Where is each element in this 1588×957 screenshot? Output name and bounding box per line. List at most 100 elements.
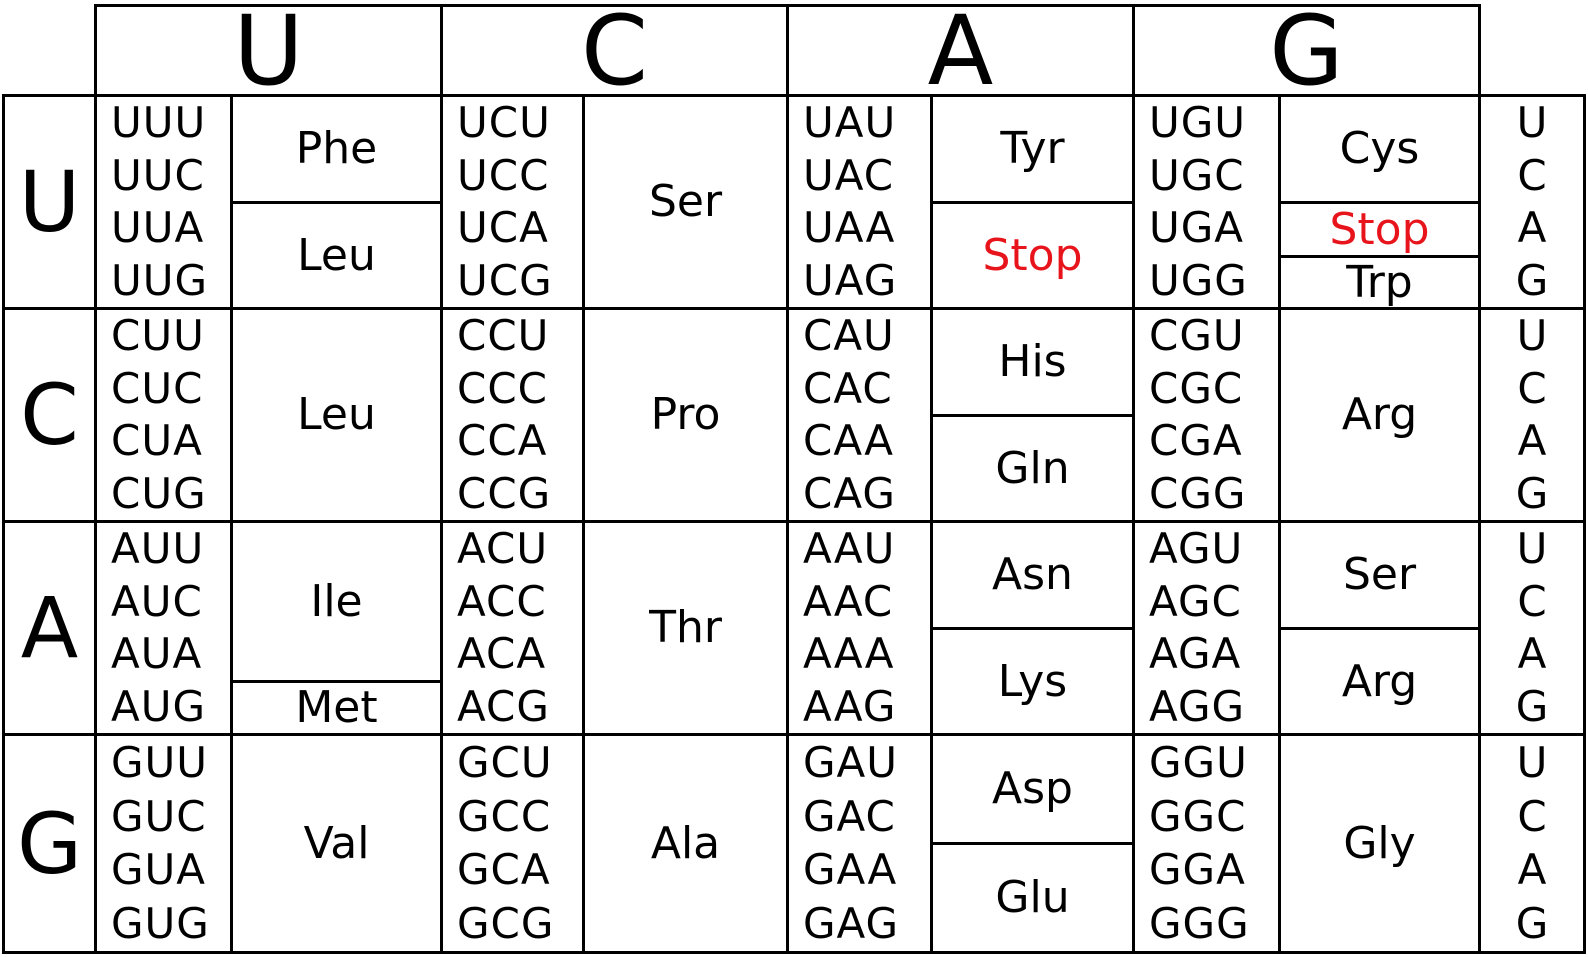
codon: AAU [803, 524, 896, 574]
codon: AGG [1149, 681, 1246, 731]
codon-group-AG: AGU AGC AGA AGG [1132, 520, 1281, 736]
amino-cell-AC: Thr [582, 520, 789, 736]
codon: CCC [457, 363, 548, 413]
codon: AGU [1149, 524, 1244, 574]
amino-acid-stop: Stop [1329, 203, 1430, 255]
third-base-letter: G [1515, 899, 1549, 949]
amino-acid-val: Val [303, 817, 370, 869]
divider-line [1281, 255, 1478, 258]
codon: UGG [1149, 255, 1248, 305]
codon: GUA [111, 845, 207, 895]
codon: UAA [803, 203, 896, 253]
codon: CUU [111, 311, 205, 361]
codon: UCU [457, 98, 551, 148]
codon: GUC [111, 791, 207, 841]
codon-group-UU: UUU UUC UUA UUG [94, 94, 233, 310]
amino-acid-ser: Ser [648, 176, 723, 227]
codon: GCU [457, 737, 553, 787]
third-base-letter: A [1517, 629, 1547, 679]
amino-acid-gly: Gly [1343, 817, 1416, 869]
codon: GAU [803, 737, 899, 787]
codon: UAC [803, 150, 895, 200]
header-cell-C: C [440, 0, 789, 107]
codon: GUU [111, 737, 209, 787]
divider-line [1281, 627, 1478, 630]
amino-cell-UC: Ser [582, 94, 789, 310]
codon: ACG [457, 681, 550, 731]
codon: UUU [111, 98, 207, 148]
divider-line [933, 414, 1132, 417]
codon: AGA [1149, 629, 1242, 679]
amino-acid-trp: Trp [1346, 256, 1413, 308]
amino-cell-GU: Val [230, 733, 443, 954]
codon: AUC [111, 576, 203, 626]
first-base-letter: U [18, 153, 81, 251]
codon: UGA [1149, 203, 1245, 253]
first-base-A: A [2, 520, 97, 736]
codon: CUC [111, 363, 204, 413]
codon: UGU [1149, 98, 1247, 148]
codon: UAU [803, 98, 897, 148]
amino-acid-phe: Phe [295, 123, 378, 174]
header-letter: C [580, 0, 649, 107]
codon: GAG [803, 899, 900, 949]
codon-group-AC: ACU ACC ACA ACG [440, 520, 585, 736]
codon: ACU [457, 524, 549, 574]
amino-cell-GC: Ala [582, 733, 789, 954]
third-base-letter: U [1516, 98, 1548, 148]
third-base-letter: A [1517, 203, 1547, 253]
third-base-letter: C [1517, 576, 1547, 626]
header-letter: G [1269, 0, 1344, 107]
amino-cell-CG: Arg [1278, 307, 1481, 523]
amino-acid-lys: Lys [997, 655, 1068, 707]
amino-cell-UU: Phe Leu [230, 94, 443, 310]
codon-group-UA: UAU UAC UAA UAG [786, 94, 933, 310]
codon: CCA [457, 416, 548, 466]
codon: UCG [457, 255, 553, 305]
header-letter: U [233, 0, 304, 107]
codon: GAC [803, 791, 896, 841]
codon: AAG [803, 681, 897, 731]
codon-group-AU: AUU AUC AUA AUG [94, 520, 233, 736]
codon: GGA [1149, 845, 1246, 895]
codon: UUA [111, 203, 205, 253]
third-base-letter: U [1516, 737, 1548, 787]
codon: CAG [803, 468, 896, 518]
amino-cell-CA: His Gln [930, 307, 1135, 523]
amino-acid-met: Met [295, 682, 378, 733]
amino-acid-thr: Thr [649, 602, 722, 653]
amino-cell-CU: Leu [230, 307, 443, 523]
third-base-letter: G [1515, 468, 1549, 518]
codon-group-GU: GUU GUC GUA GUG [94, 733, 233, 954]
codon-group-GC: GCU GCC GCA GCG [440, 733, 585, 954]
codon: CGG [1149, 468, 1247, 518]
codon: UCC [457, 150, 550, 200]
divider-line [933, 201, 1132, 204]
third-base-letter: C [1517, 150, 1547, 200]
amino-cell-GA: Asp Glu [930, 733, 1135, 954]
codon-group-UG: UGU UGC UGA UGG [1132, 94, 1281, 310]
codon: GUG [111, 899, 210, 949]
amino-acid-tyr: Tyr [1000, 123, 1065, 174]
third-base-letter: A [1517, 845, 1547, 895]
codon: GGC [1149, 791, 1247, 841]
codon: AUU [111, 524, 205, 574]
codon: GGG [1149, 899, 1250, 949]
amino-acid-asn: Asn [992, 549, 1073, 600]
first-base-U: U [2, 94, 97, 310]
third-base-letter: A [1517, 416, 1547, 466]
amino-acid-his: His [998, 336, 1067, 387]
codon: CCG [457, 468, 552, 518]
third-base-letter: G [1515, 681, 1549, 731]
codon: AUA [111, 629, 203, 679]
first-base-letter: A [20, 579, 79, 677]
codon: CGA [1149, 416, 1243, 466]
divider-line [233, 201, 440, 204]
codon: GCA [457, 845, 551, 895]
codon: CAC [803, 363, 893, 413]
codon: AUG [111, 681, 207, 731]
amino-cell-AG: Ser Arg [1278, 520, 1481, 736]
divider-line [1281, 201, 1478, 204]
third-base-letter: G [1515, 255, 1549, 305]
amino-acid-leu: Leu [297, 229, 376, 281]
